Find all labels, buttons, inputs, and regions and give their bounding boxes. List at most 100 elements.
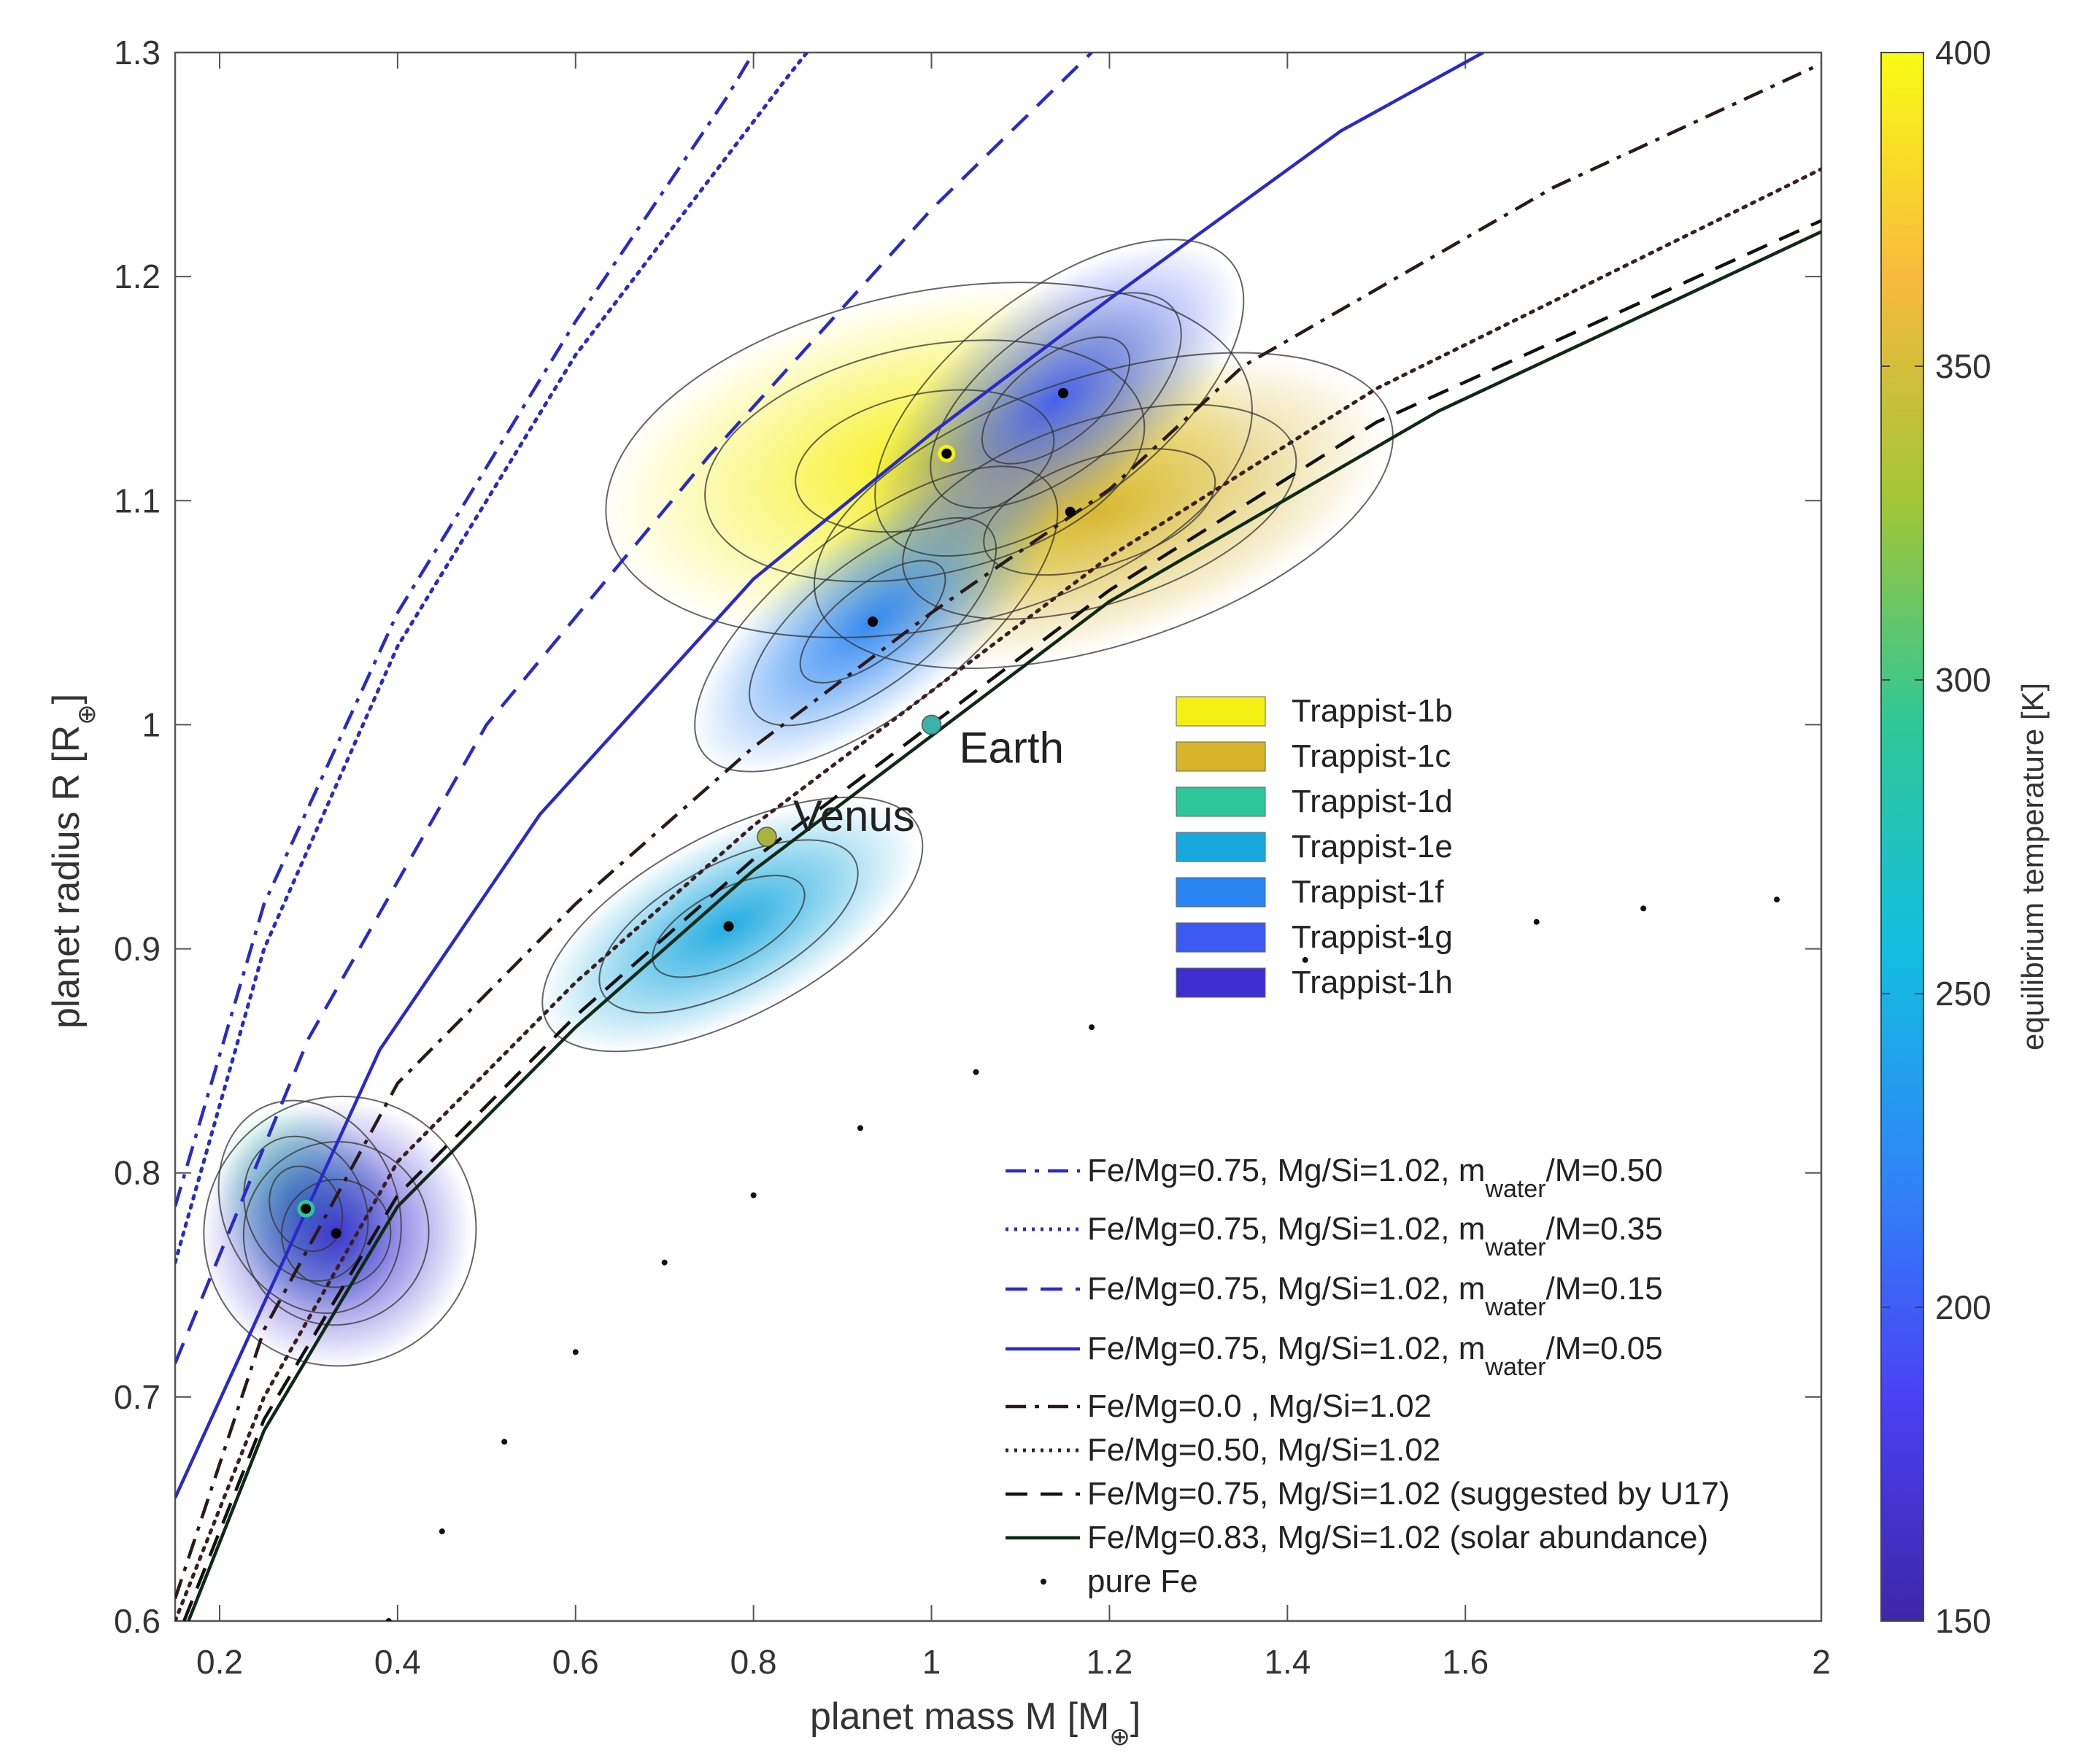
planet-legend-label: Trappist-1c xyxy=(1292,738,1451,774)
colorbar-ticks: 150 200 250 300 350 400 xyxy=(1881,34,1991,1640)
legend-label: Fe/Mg=0.50, Mg/Si=1.02 xyxy=(1087,1432,1440,1468)
colorbar: 150 200 250 300 350 400 equilibrium temperatu… xyxy=(1880,34,2050,1640)
pure-fe-point xyxy=(1089,1024,1095,1031)
model-curve xyxy=(187,230,1821,1621)
planet-legend-swatch xyxy=(1176,786,1266,817)
legend-label: Fe/Mg=0.75, Mg/Si=1.02, mwater/M=0.35 xyxy=(1087,1211,1663,1261)
model-curves xyxy=(175,53,1821,1621)
reference-label: Venus xyxy=(793,792,915,840)
pure-fe-point xyxy=(1533,918,1540,925)
colorbar-tick-label: 200 xyxy=(1935,1288,1991,1326)
planet-legend-label: Trappist-1h xyxy=(1292,964,1453,1000)
legend-label: Fe/Mg=0.75, Mg/Si=1.02, mwater/M=0.05 xyxy=(1087,1331,1663,1381)
reference-marker xyxy=(757,827,777,847)
pure-fe-point xyxy=(501,1439,508,1445)
legend-label: Fe/Mg=0.75, Mg/Si=1.02, mwater/M=0.15 xyxy=(1087,1271,1663,1321)
legend-label: Fe/Mg=0.75, Mg/Si=1.02, mwater/M=0.50 xyxy=(1087,1153,1663,1203)
colorbar-tick-label: 250 xyxy=(1935,975,1991,1013)
pure-fe-point xyxy=(572,1349,579,1355)
density-contour xyxy=(749,517,997,727)
planet-legend-swatch xyxy=(1176,832,1266,862)
model-curve xyxy=(175,53,1093,1364)
y-tick-labels: 0.6 0.7 0.8 0.9 1 1.1 1.2 1.3 xyxy=(114,34,161,1640)
planet-legend-label: Trappist-1f xyxy=(1292,874,1444,910)
x-tick-label: 2 xyxy=(1812,1643,1831,1681)
density-contour xyxy=(814,352,1394,670)
model-curve xyxy=(175,53,809,1265)
planet-marker xyxy=(331,1228,341,1239)
x-axis-title: planet mass M [M⊕] xyxy=(810,1695,1141,1751)
planet-marker xyxy=(301,1203,312,1214)
y-axis-title: planet radius R [R⊕] xyxy=(45,694,101,1029)
x-tick-label: 0.8 xyxy=(730,1643,777,1681)
pure-fe-point xyxy=(973,1069,979,1075)
pure-fe-point xyxy=(1418,935,1424,941)
planet-marker xyxy=(941,448,952,459)
planet-legend-swatch xyxy=(1176,696,1266,727)
pure-fe-point xyxy=(750,1192,757,1199)
planet-legend-label: Trappist-1b xyxy=(1292,693,1453,729)
pure-fe-point xyxy=(1302,956,1308,963)
density-contour xyxy=(281,1178,392,1288)
pure-fe-point xyxy=(1774,897,1780,902)
model-curve xyxy=(175,62,1821,1600)
model-curve xyxy=(175,53,755,1207)
x-tick-label: 0.4 xyxy=(374,1643,421,1681)
pure-fe-point xyxy=(1640,905,1647,912)
y-tick-label: 0.9 xyxy=(114,930,161,968)
planet-legend: Trappist-1b Trappist-1c Trappist-1d Trappis… xyxy=(1176,693,1453,1000)
planet-marker xyxy=(723,921,734,932)
density-contour xyxy=(983,448,1216,576)
legend-label: pure Fe xyxy=(1087,1563,1198,1599)
density-contour xyxy=(605,282,1253,638)
planet-legend-swatch xyxy=(1176,922,1266,953)
planet-legend-swatch xyxy=(1176,967,1266,998)
contour-layer xyxy=(203,239,1394,1367)
density-contour xyxy=(795,389,1055,533)
density-contour xyxy=(981,336,1131,465)
y-tick-label: 1 xyxy=(142,705,161,743)
planet-legend-label: Trappist-1d xyxy=(1292,784,1453,819)
pure-fe-point xyxy=(385,1618,392,1621)
model-curve xyxy=(175,167,1821,1621)
reference-label: Earth xyxy=(960,723,1064,772)
pure-fe-point xyxy=(857,1125,863,1131)
density-contour xyxy=(541,796,924,1053)
colorbar-tick-label: 350 xyxy=(1935,347,1991,385)
density-contour xyxy=(902,403,1297,620)
density-contour xyxy=(874,239,1245,557)
x-tick-label: 0.2 xyxy=(196,1643,243,1681)
x-tick-label: 1.2 xyxy=(1086,1643,1132,1681)
planet-legend-label: Trappist-1g xyxy=(1292,919,1453,955)
pure-fe-point xyxy=(439,1528,445,1535)
density-contour xyxy=(203,1095,477,1367)
colorbar-tick-label: 300 xyxy=(1935,661,1991,699)
y-tick-label: 1.1 xyxy=(114,481,161,519)
x-tick-label: 1.4 xyxy=(1264,1643,1311,1681)
x-tick-labels: 0.2 0.4 0.6 0.8 1 1.2 1.4 1.6 2 xyxy=(196,1643,1831,1681)
reference-planets: Earth Venus xyxy=(757,714,1064,847)
x-tick-label: 0.6 xyxy=(552,1643,599,1681)
y-tick-label: 1.2 xyxy=(114,258,161,295)
planet-marker xyxy=(1058,387,1069,398)
density-contour xyxy=(799,560,946,684)
y-tick-label: 0.8 xyxy=(114,1154,161,1192)
legend-label: Fe/Mg=0.75, Mg/Si=1.02 (suggested by U17… xyxy=(1087,1476,1730,1512)
legend-label: Fe/Mg=0.0 , Mg/Si=1.02 xyxy=(1087,1388,1432,1424)
planet-marker xyxy=(868,616,879,627)
legend-label: Fe/Mg=0.83, Mg/Si=1.02 (solar abundance) xyxy=(1087,1520,1708,1555)
planet-markers xyxy=(297,387,1076,1239)
colorbar-tick-label: 400 xyxy=(1935,34,1991,71)
plot-frame xyxy=(174,51,1823,1622)
density-contour xyxy=(930,292,1182,509)
colorbar-bar xyxy=(1880,52,1924,1622)
model-curve xyxy=(182,219,1821,1621)
density-cloud xyxy=(871,242,1240,559)
model-curve xyxy=(175,53,1484,1499)
colorbar-label: equilibrium temperature [K] xyxy=(2015,683,2050,1051)
x-tick-label: 1 xyxy=(922,1643,941,1681)
density-contour xyxy=(217,1099,402,1315)
reference-marker xyxy=(921,714,942,735)
planet-marker xyxy=(1065,506,1076,517)
